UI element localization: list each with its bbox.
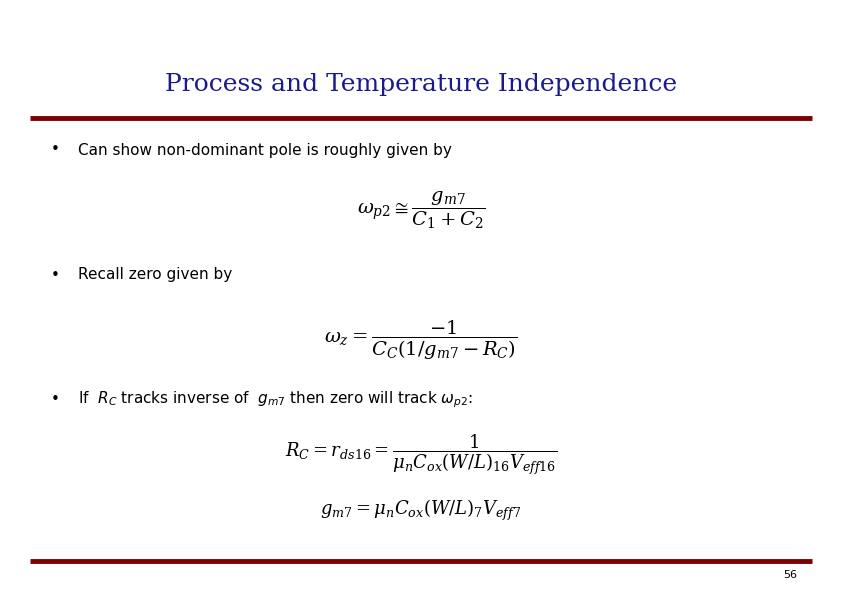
Text: $R_C = r_{ds16} = \dfrac{1}{\mu_n C_{ox}(W/L)_{16} V_{eff16}}$: $R_C = r_{ds16} = \dfrac{1}{\mu_n C_{ox}… [285,433,557,477]
Text: $g_{m7} = \mu_n C_{ox}(W/L)_7 V_{eff7}$: $g_{m7} = \mu_n C_{ox}(W/L)_7 V_{eff7}$ [320,497,522,522]
Text: •: • [51,393,60,408]
Text: $\omega_z = \dfrac{-1}{C_C(1/g_{m7} - R_C)}$: $\omega_z = \dfrac{-1}{C_C(1/g_{m7} - R_… [324,318,518,362]
Text: Recall zero given by: Recall zero given by [78,268,232,283]
Text: 56: 56 [783,570,797,580]
Text: If  $R_C$ tracks inverse of  $g_{m7}$ then zero will track $\omega_{p2}$:: If $R_C$ tracks inverse of $g_{m7}$ then… [78,390,473,411]
Text: $\omega_{p2} \cong \dfrac{g_{m7}}{C_1 + C_2}$: $\omega_{p2} \cong \dfrac{g_{m7}}{C_1 + … [357,189,485,230]
Text: Process and Temperature Independence: Process and Temperature Independence [165,74,677,96]
Text: •: • [51,268,60,283]
Text: •: • [51,142,60,158]
Text: Can show non-dominant pole is roughly given by: Can show non-dominant pole is roughly gi… [78,142,452,158]
